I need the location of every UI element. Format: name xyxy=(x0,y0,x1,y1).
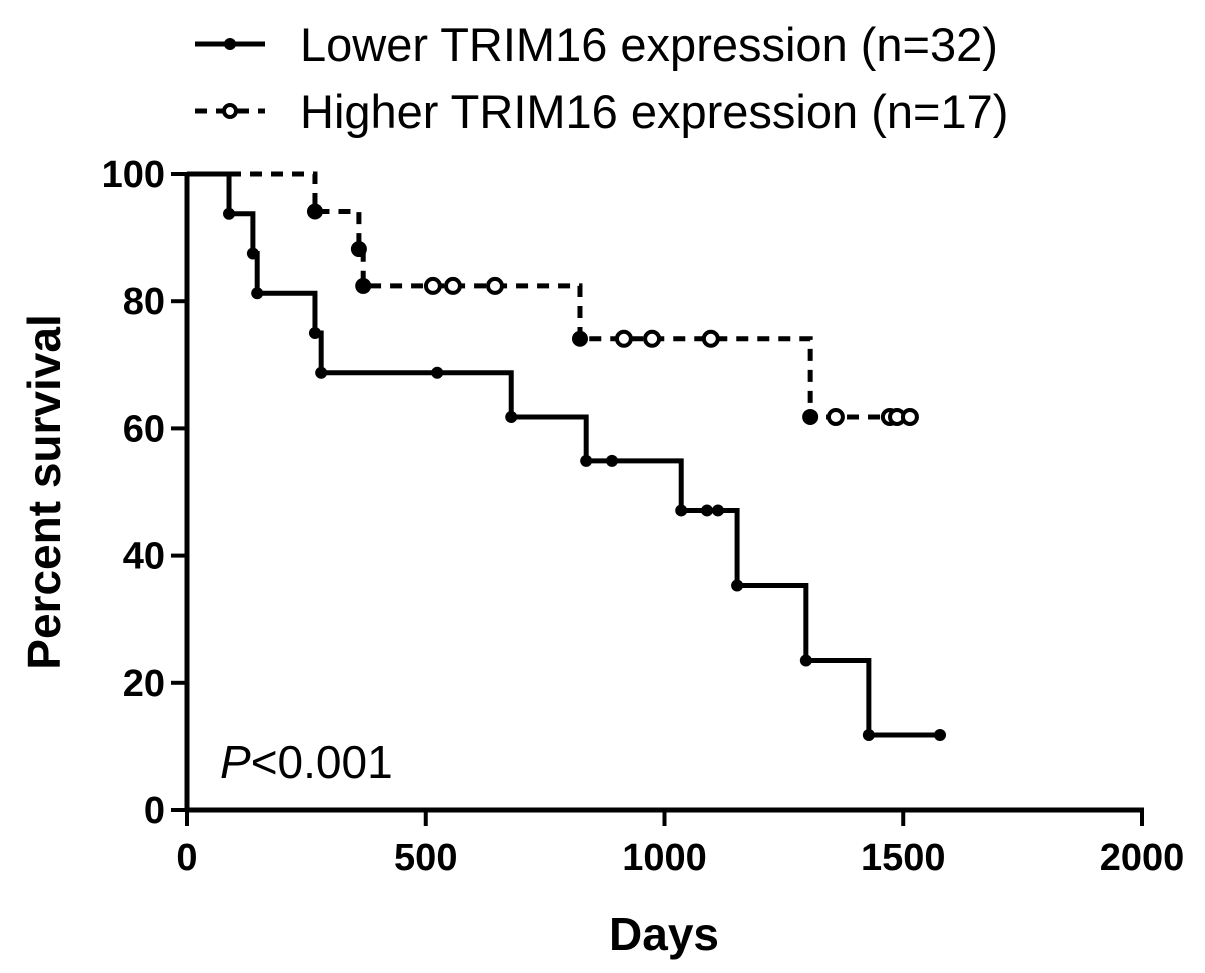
event-marker xyxy=(350,241,367,258)
p-value-text: <0.001 xyxy=(251,736,393,788)
censor-marker xyxy=(701,329,720,348)
legend-marker-lower xyxy=(224,38,236,50)
event-marker xyxy=(315,366,328,379)
event-marker xyxy=(246,247,259,260)
event-marker xyxy=(675,504,688,517)
p-value-annotation: P<0.001 xyxy=(220,736,393,788)
censor-marker xyxy=(485,276,504,295)
legend-label-lower: Lower TRIM16 expression (n=32) xyxy=(300,18,998,71)
legend-item-higher: Higher TRIM16 expression (n=17) xyxy=(195,85,1008,138)
censor-marker xyxy=(700,504,713,517)
survival-curve xyxy=(187,171,910,420)
legend-item-lower: Lower TRIM16 expression (n=32) xyxy=(195,18,998,71)
censor-marker xyxy=(826,407,845,426)
event-marker xyxy=(223,207,236,220)
event-marker xyxy=(505,410,518,423)
survival-curve xyxy=(187,171,941,738)
x-tick-label: 1000 xyxy=(622,837,707,879)
legend: Lower TRIM16 expression (n=32) Higher TR… xyxy=(195,18,1008,138)
censor-marker xyxy=(431,366,444,379)
legend-marker-higher xyxy=(222,103,238,119)
censor-marker xyxy=(443,276,462,295)
censor-marker xyxy=(711,504,724,517)
legend-label-higher: Higher TRIM16 expression (n=17) xyxy=(300,85,1008,138)
event-marker xyxy=(306,203,323,220)
censor-marker xyxy=(614,329,633,348)
x-tick-label: 0 xyxy=(176,837,197,879)
x-axis-label: Days xyxy=(609,908,719,960)
censor-marker xyxy=(934,728,947,741)
x-tick-label: 1500 xyxy=(861,837,946,879)
censor-marker xyxy=(605,454,618,467)
series-higher xyxy=(187,171,919,426)
x-tick-label: 500 xyxy=(394,837,457,879)
censor-marker xyxy=(643,329,662,348)
y-axis-label: Percent survival xyxy=(18,314,70,669)
x-tick-label: 2000 xyxy=(1100,837,1185,879)
censor-marker xyxy=(423,276,442,295)
event-marker xyxy=(802,408,819,425)
event-marker xyxy=(251,287,264,300)
event-marker xyxy=(731,579,744,592)
y-tick-label: 100 xyxy=(102,154,165,196)
event-marker xyxy=(308,327,321,339)
plot-area xyxy=(187,171,947,741)
event-marker xyxy=(862,728,875,741)
y-tick-label: 40 xyxy=(123,536,165,578)
event-marker xyxy=(799,654,812,667)
p-value-italic: P xyxy=(220,736,251,788)
event-marker xyxy=(571,330,588,347)
y-tick-label: 20 xyxy=(123,663,165,705)
censor-marker xyxy=(900,407,919,426)
y-tick-label: 60 xyxy=(123,408,165,450)
y-tick-label: 0 xyxy=(144,790,165,832)
event-marker xyxy=(580,454,593,467)
y-tick-label: 80 xyxy=(123,281,165,323)
event-marker xyxy=(355,277,372,294)
series-lower xyxy=(187,171,947,741)
